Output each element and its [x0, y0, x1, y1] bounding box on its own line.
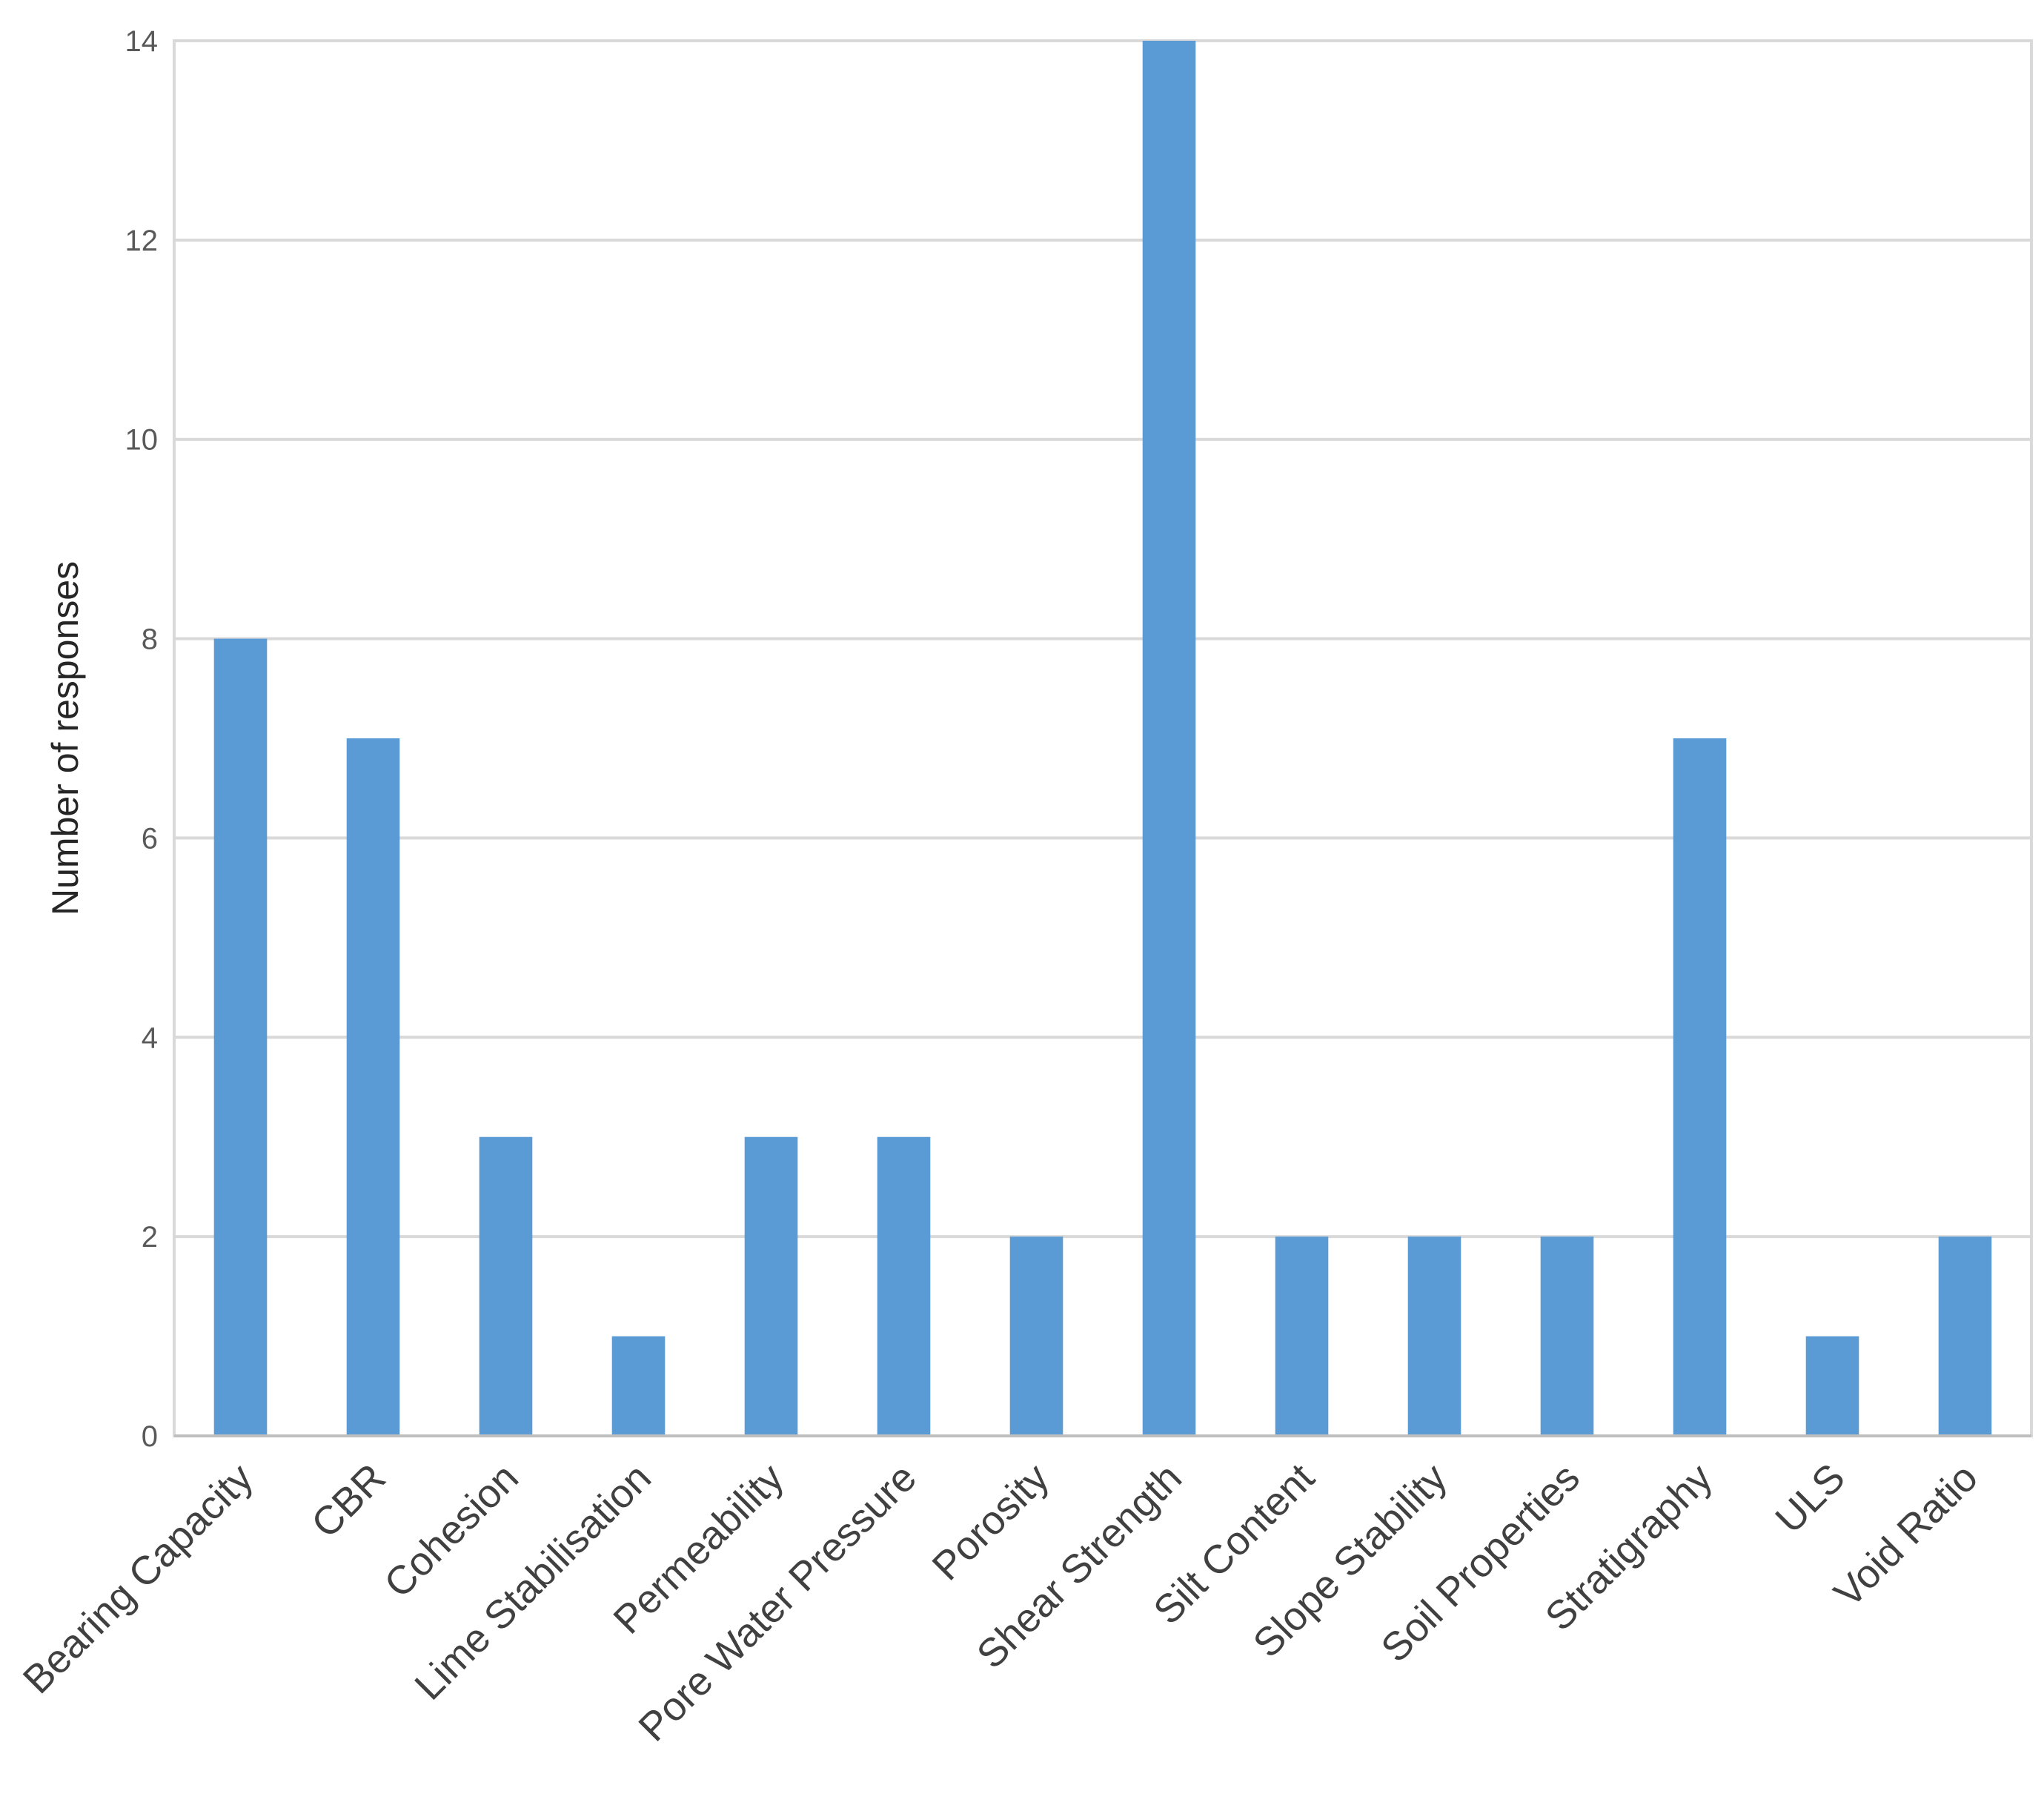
gridlines: [174, 39, 2031, 1239]
y-tick-labels: 0 2 4 6 8 10 12 14: [125, 25, 159, 1453]
bar: [1673, 738, 1727, 1436]
y-tick-label: 14: [125, 25, 159, 58]
x-tick-label: CBR: [303, 1455, 394, 1546]
bar: [1407, 1236, 1461, 1436]
y-axis-title: Number of responses: [44, 561, 86, 916]
bar: [213, 638, 268, 1436]
x-tick-label: Porosity: [924, 1455, 1058, 1589]
bar: [611, 1336, 666, 1436]
bar: [479, 1136, 533, 1436]
x-tick-label: Void Ratio: [1825, 1455, 1985, 1615]
x-tick-label: Lime Stabilisation: [406, 1455, 660, 1709]
bar: [1540, 1236, 1594, 1436]
plot-frame: [173, 39, 2033, 1437]
y-tick-label: 6: [142, 822, 158, 855]
bars: [213, 41, 1992, 1436]
bar: [1275, 1236, 1329, 1436]
bar: [744, 1136, 798, 1436]
y-tick-label: 2: [142, 1221, 158, 1254]
bar: [877, 1136, 931, 1436]
y-tick-label: 12: [125, 225, 159, 257]
y-tick-label: 4: [142, 1022, 158, 1054]
bar: [1805, 1336, 1859, 1436]
bar: [1142, 41, 1196, 1436]
bar: [346, 738, 400, 1436]
x-tick-label: Bearing Capacity: [15, 1455, 262, 1702]
y-tick-label: 0: [142, 1420, 158, 1453]
x-tick-label: ULS: [1767, 1455, 1854, 1542]
y-tick-label: 10: [125, 424, 159, 457]
y-tick-label: 8: [142, 623, 158, 656]
bar: [1938, 1236, 1992, 1436]
bar: [1009, 1236, 1064, 1436]
